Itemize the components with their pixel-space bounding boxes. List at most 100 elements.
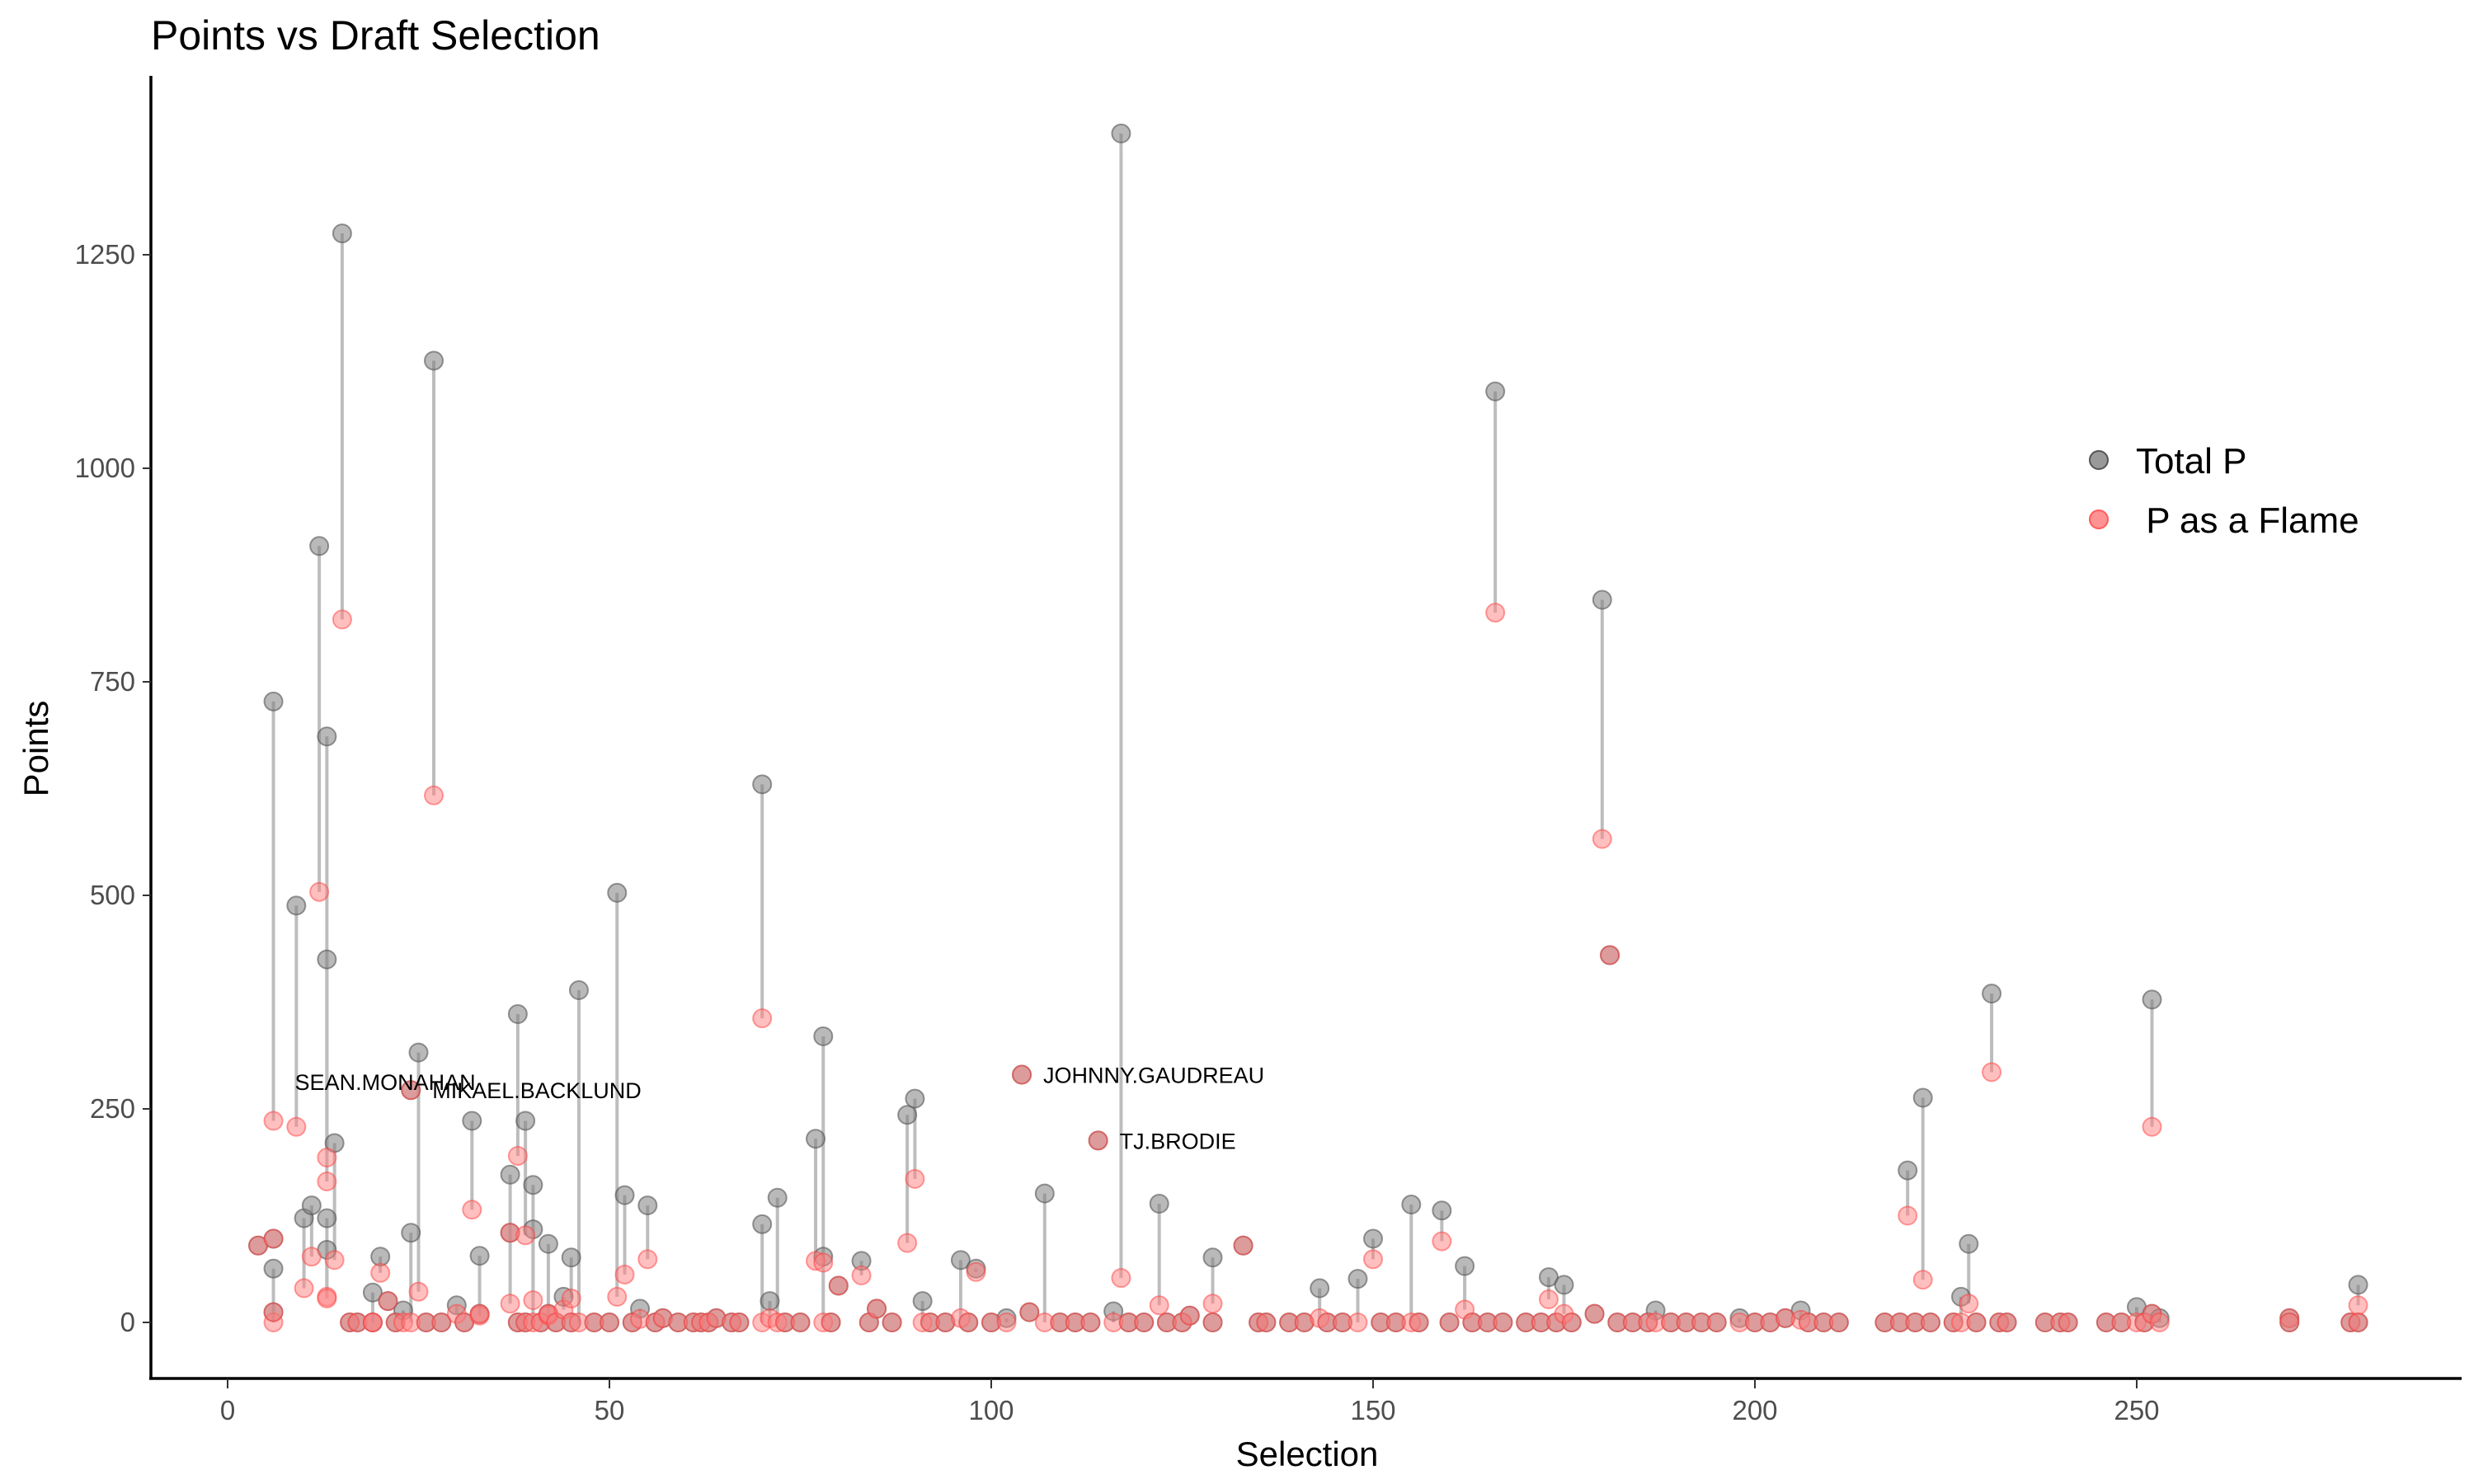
- total-point: [752, 1214, 773, 1234]
- flame-point: [1111, 1268, 1131, 1289]
- flame-point: [1600, 945, 1620, 965]
- flame-point: [1019, 1302, 1040, 1322]
- flame-point: [263, 1111, 284, 1131]
- flame-point: [790, 1313, 811, 1332]
- flame-point: [401, 1080, 421, 1101]
- total-point: [752, 774, 773, 795]
- flame-point: [1982, 1062, 2002, 1082]
- flame-point: [851, 1266, 872, 1286]
- flame-point: [1592, 829, 1612, 849]
- total-point: [1202, 1247, 1223, 1268]
- total-point: [286, 895, 307, 916]
- total-point: [1310, 1278, 1330, 1298]
- flame-point: [1959, 1294, 1979, 1314]
- flame-point: [286, 1116, 307, 1137]
- flame-point: [424, 785, 444, 805]
- total-point: [1982, 984, 2002, 1004]
- flame-point: [431, 1313, 452, 1332]
- total-point: [897, 1105, 918, 1125]
- flame-point: [1134, 1313, 1155, 1332]
- flame-point: [1202, 1313, 1223, 1332]
- total-point: [515, 1111, 536, 1131]
- flame-point: [1432, 1231, 1452, 1252]
- flame-point: [1233, 1235, 1253, 1256]
- total-point: [317, 726, 337, 747]
- total-point: [469, 1246, 490, 1266]
- total-point: [408, 1042, 429, 1063]
- flame-point: [332, 609, 352, 630]
- flame-point: [614, 1264, 635, 1284]
- flame-point: [1012, 1064, 1032, 1085]
- legend-total-label: Total P: [2136, 441, 2247, 481]
- flame-point: [378, 1291, 398, 1312]
- flame-point: [1561, 1313, 1582, 1332]
- total-point: [1455, 1256, 1475, 1276]
- total-point: [301, 1195, 322, 1216]
- y-tick-label: 1250: [75, 239, 135, 270]
- flame-point: [2279, 1313, 2300, 1332]
- flame-point: [867, 1298, 887, 1319]
- flame-point: [1538, 1289, 1559, 1310]
- total-point: [950, 1250, 971, 1270]
- y-tick-label: 750: [90, 666, 135, 697]
- total-point: [1554, 1275, 1574, 1295]
- total-point: [2348, 1275, 2368, 1295]
- flame-point: [507, 1145, 528, 1166]
- flame-point: [813, 1252, 834, 1273]
- total-point: [912, 1291, 933, 1312]
- total-point: [1485, 381, 1506, 402]
- y-tick-label: 0: [120, 1307, 135, 1337]
- flame-point: [1966, 1313, 1987, 1332]
- segments-layer: [271, 133, 2360, 1322]
- flame-points-layer: [248, 603, 2368, 1332]
- chart-title: Points vs Draft Selection: [151, 12, 600, 59]
- legend-total-key: [2089, 450, 2109, 470]
- flame-point: [317, 1172, 337, 1192]
- flame-point: [729, 1313, 750, 1332]
- flame-point: [301, 1247, 322, 1267]
- total-point: [507, 1004, 528, 1025]
- total-point: [362, 1282, 383, 1303]
- flame-point: [1149, 1295, 1169, 1316]
- flame-point: [958, 1313, 979, 1332]
- total-point: [332, 223, 352, 244]
- flame-point: [362, 1313, 383, 1332]
- legend-flame-label: P as a Flame: [2136, 500, 2359, 541]
- x-tick-label: 0: [220, 1395, 235, 1425]
- flame-point: [607, 1286, 628, 1307]
- total-point: [767, 1187, 788, 1208]
- x-tick-label: 100: [968, 1395, 1014, 1425]
- flame-point: [294, 1278, 314, 1298]
- flame-point: [1439, 1313, 1460, 1332]
- flame-point: [317, 1148, 337, 1168]
- total-point: [561, 1247, 581, 1268]
- flame-point: [1179, 1305, 1200, 1326]
- total-point: [905, 1088, 925, 1109]
- y-ticks: 0 250 500 750 1000 1250: [75, 239, 151, 1337]
- flame-point: [317, 1288, 337, 1308]
- flame-point: [897, 1233, 918, 1253]
- total-point: [1898, 1160, 1918, 1181]
- flame-point: [1828, 1313, 1849, 1332]
- total-point: [1959, 1233, 1979, 1254]
- flame-point: [2348, 1295, 2368, 1316]
- flame-point: [309, 881, 330, 902]
- flame-point: [1912, 1270, 1933, 1290]
- flame-point: [1920, 1313, 1940, 1332]
- flame-point: [2058, 1313, 2078, 1332]
- total-point: [760, 1291, 780, 1312]
- flame-point: [462, 1200, 482, 1220]
- annotation-label: JOHNNY.GAUDREAU: [1043, 1064, 1264, 1088]
- annotation-label: TJ.BRODIE: [1120, 1129, 1236, 1153]
- flame-point: [263, 1302, 284, 1322]
- legend: Total P P as a Flame: [2089, 441, 2359, 541]
- total-point: [1363, 1228, 1383, 1249]
- flame-point: [1898, 1205, 1918, 1226]
- total-point: [614, 1185, 635, 1205]
- flame-point: [752, 1008, 773, 1029]
- total-point: [806, 1129, 826, 1149]
- total-point: [263, 1258, 284, 1279]
- total-point: [1592, 589, 1612, 610]
